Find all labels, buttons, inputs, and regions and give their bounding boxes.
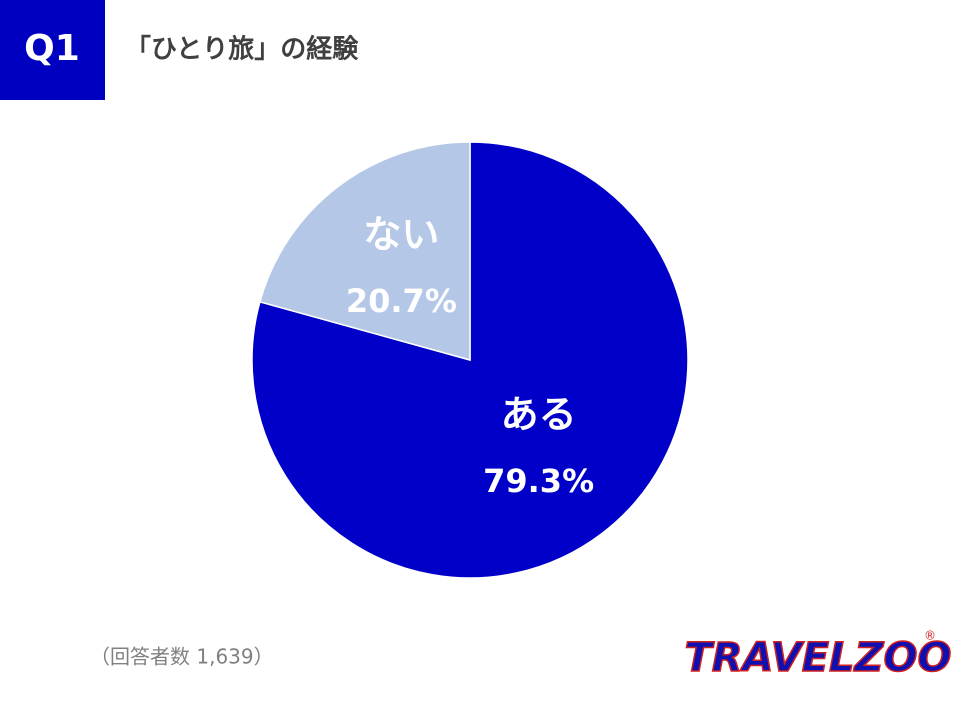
pie-slice (258, 141, 471, 361)
value-label: 79.3% (483, 462, 594, 500)
slice-label: ない (363, 212, 439, 256)
logo-mark: ® (924, 629, 936, 643)
pie: ある 79.3% ない 20.7% (251, 141, 689, 579)
value-label: 20.7% (346, 282, 457, 320)
slice-label: ある (501, 393, 577, 437)
note: （回答者数 1,639） (90, 645, 274, 669)
badge: Q1 (24, 28, 80, 69)
badge-box (0, 0, 105, 100)
chart-title: 「ひとり旅」の経験 (125, 34, 359, 65)
logo: TRAVELZOO (684, 635, 951, 681)
